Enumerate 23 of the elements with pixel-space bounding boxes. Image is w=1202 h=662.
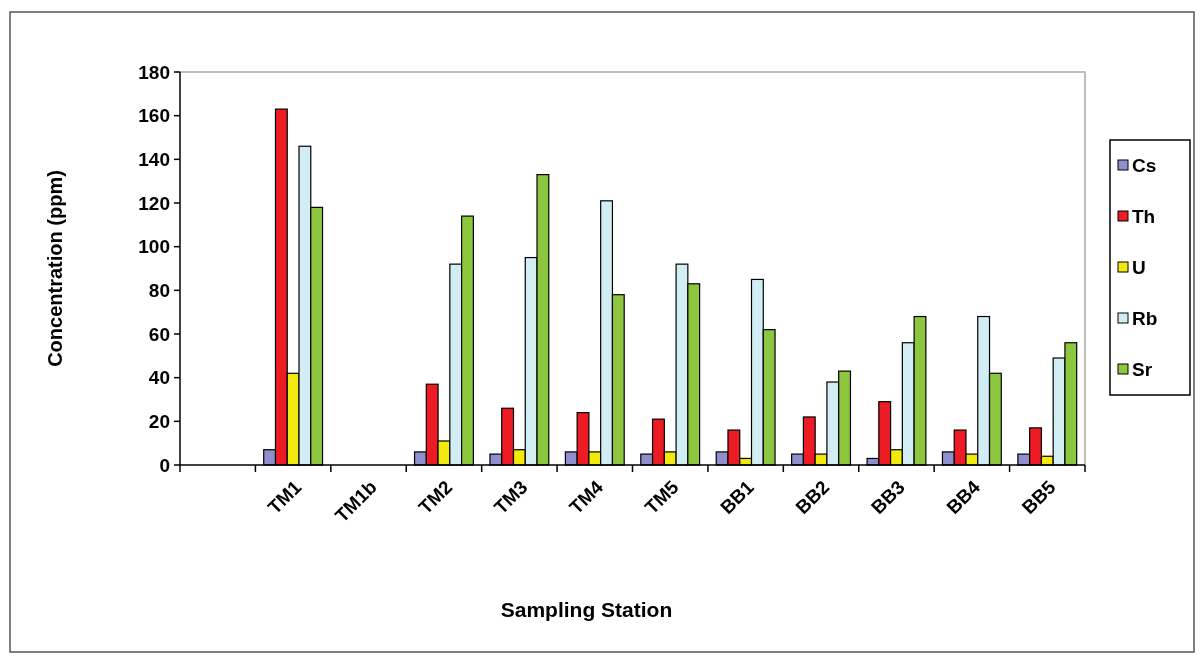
y-tick-label: 160: [138, 105, 170, 127]
y-tick-label: 40: [148, 367, 170, 389]
x-tick-label: BB1: [716, 476, 759, 519]
x-axis-title: Sampling Station: [500, 598, 673, 621]
y-tick-label: 100: [138, 236, 170, 258]
legend-label: Th: [1132, 205, 1156, 227]
y-axis-title: Concentration (ppm): [44, 170, 66, 367]
x-tick-label: TM3: [489, 476, 532, 519]
legend-label: Sr: [1132, 358, 1153, 380]
y-tick-label: 20: [148, 410, 170, 432]
x-tick-label: TM2: [414, 476, 457, 519]
y-tick-label: 180: [138, 61, 170, 83]
legend-label: U: [1132, 256, 1146, 278]
x-tick-label: TM4: [565, 476, 608, 519]
x-tick-label: TM1: [263, 476, 306, 519]
y-tick-label: 80: [148, 279, 170, 301]
legend-label: Rb: [1132, 307, 1158, 329]
x-tick-label: TM5: [640, 476, 683, 519]
y-tick-label: 60: [148, 323, 170, 345]
y-tick-label: 120: [138, 192, 170, 214]
legend-label: Cs: [1132, 154, 1157, 176]
y-tick-label: 140: [138, 148, 170, 170]
y-tick-label: 0: [159, 454, 170, 476]
